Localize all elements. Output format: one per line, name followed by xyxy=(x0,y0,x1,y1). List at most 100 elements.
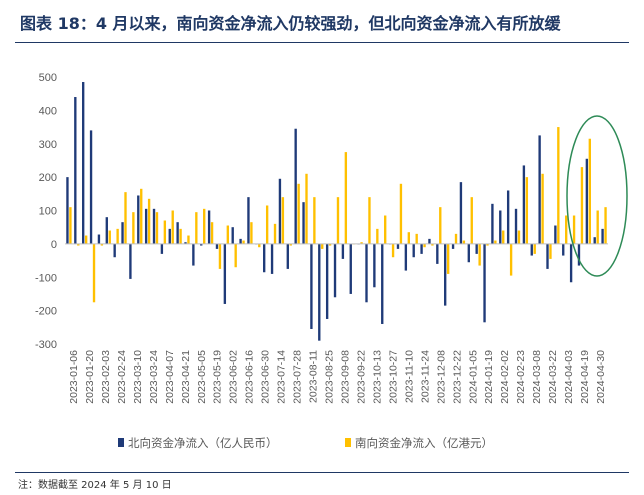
x-tick-label: 2023-02-03 xyxy=(100,350,112,404)
south-bar xyxy=(250,222,253,244)
south-bar xyxy=(69,207,72,244)
south-bar xyxy=(336,197,340,244)
highlight-ellipse xyxy=(566,115,628,277)
north-bar xyxy=(310,243,313,329)
north-bar xyxy=(223,243,227,304)
south-bar xyxy=(415,233,418,244)
x-tick-label: 2024-04-30 xyxy=(595,350,607,404)
north-bar xyxy=(160,243,164,254)
south-bar xyxy=(273,223,277,244)
south-bar xyxy=(210,222,214,244)
north-bar xyxy=(333,243,337,298)
south-bar xyxy=(218,243,222,269)
north-bar xyxy=(263,243,266,273)
south-bar xyxy=(446,243,450,274)
legend-swatch-north xyxy=(118,438,124,447)
north-bar xyxy=(412,243,415,258)
north-bar xyxy=(152,208,156,244)
south-bar xyxy=(344,152,348,244)
north-bar xyxy=(66,177,69,244)
north-bar xyxy=(97,234,101,244)
x-tick-label: 2023-11-10 xyxy=(403,350,415,403)
north-bar xyxy=(231,227,234,244)
south-bar xyxy=(462,240,466,244)
south-bar xyxy=(604,207,607,244)
south-bar xyxy=(572,215,576,244)
x-tick-label: 2023-09-08 xyxy=(339,350,351,404)
south-bar xyxy=(203,208,206,244)
x-tick-label: 2023-01-06 xyxy=(68,350,80,404)
north-bar xyxy=(436,243,439,264)
south-bar xyxy=(478,243,481,266)
south-bar xyxy=(557,127,560,244)
x-tick-label: 2024-02-23 xyxy=(515,350,527,404)
x-tick-label: 2023-12-08 xyxy=(435,350,447,404)
x-tick-label: 2023-01-20 xyxy=(84,350,96,404)
south-bar xyxy=(407,232,410,244)
north-bar xyxy=(585,158,589,244)
x-tick-label: 2024-02-02 xyxy=(499,350,511,404)
south-bar xyxy=(124,192,127,244)
legend-label-south: 南向资金净流入（亿港元） xyxy=(355,436,493,450)
x-tick-label: 2023-05-05 xyxy=(196,350,208,404)
north-bar xyxy=(601,228,604,244)
south-bar xyxy=(541,173,544,244)
south-bar xyxy=(116,228,119,244)
north-bar xyxy=(546,243,549,269)
south-bar xyxy=(226,225,229,244)
north-bar xyxy=(538,135,541,244)
x-tick-label: 2023-04-07 xyxy=(164,350,176,404)
y-tick-label: 300 xyxy=(39,139,57,151)
north-bar xyxy=(192,243,195,266)
south-bar xyxy=(376,228,379,244)
south-bar xyxy=(588,138,591,244)
north-bar xyxy=(444,243,447,306)
north-bar xyxy=(404,243,408,271)
north-bar xyxy=(318,243,321,341)
north-bar xyxy=(207,210,211,244)
north-bar xyxy=(562,243,565,256)
x-tick-label: 2023-06-02 xyxy=(228,350,240,404)
x-axis: 2023-01-06 2023-01-20 2023-02-03 2023-02-24… xyxy=(65,243,608,404)
north-bar xyxy=(113,243,116,258)
north-bar xyxy=(420,243,423,254)
x-tick-label: 2023-11-24 xyxy=(419,350,431,403)
south-bar xyxy=(391,243,395,258)
footer-rule xyxy=(15,472,629,473)
south-bar xyxy=(565,215,568,244)
y-tick-label: -200 xyxy=(35,306,57,318)
x-tick-label: 2024-04-03 xyxy=(563,350,575,404)
north-bar xyxy=(89,130,93,244)
south-bar xyxy=(502,230,505,244)
south-bar xyxy=(242,240,245,244)
title-rule xyxy=(15,42,629,43)
south-bar xyxy=(147,198,151,244)
north-bar xyxy=(82,82,85,244)
south-bar xyxy=(265,205,269,244)
north-bar xyxy=(137,195,140,244)
south-bar xyxy=(454,233,458,244)
x-tick-label: 2023-03-24 xyxy=(148,350,160,404)
y-tick-label: 0 xyxy=(51,239,57,251)
north-bar xyxy=(373,243,376,288)
y-tick-label: 500 xyxy=(39,72,57,84)
south-bar xyxy=(328,243,332,246)
south-bar xyxy=(470,197,473,244)
north-bar xyxy=(294,128,297,244)
y-tick-label: 200 xyxy=(39,172,57,184)
south-bar xyxy=(305,173,308,244)
x-tick-label: 2023-07-28 xyxy=(292,350,304,404)
north-bar xyxy=(200,243,203,246)
south-bar xyxy=(517,230,521,244)
south-bar xyxy=(289,243,292,246)
north-bar xyxy=(247,197,250,244)
x-tick-label: 2024-03-22 xyxy=(547,350,559,404)
north-bar xyxy=(215,243,219,249)
north-bar xyxy=(530,243,533,256)
south-bar xyxy=(423,243,426,248)
y-tick-label: -300 xyxy=(35,339,57,351)
south-bar xyxy=(195,212,198,244)
north-bar xyxy=(74,97,77,244)
south-bar xyxy=(297,183,300,244)
legend-label-north: 北向资金净流入（亿人民币） xyxy=(128,436,278,450)
